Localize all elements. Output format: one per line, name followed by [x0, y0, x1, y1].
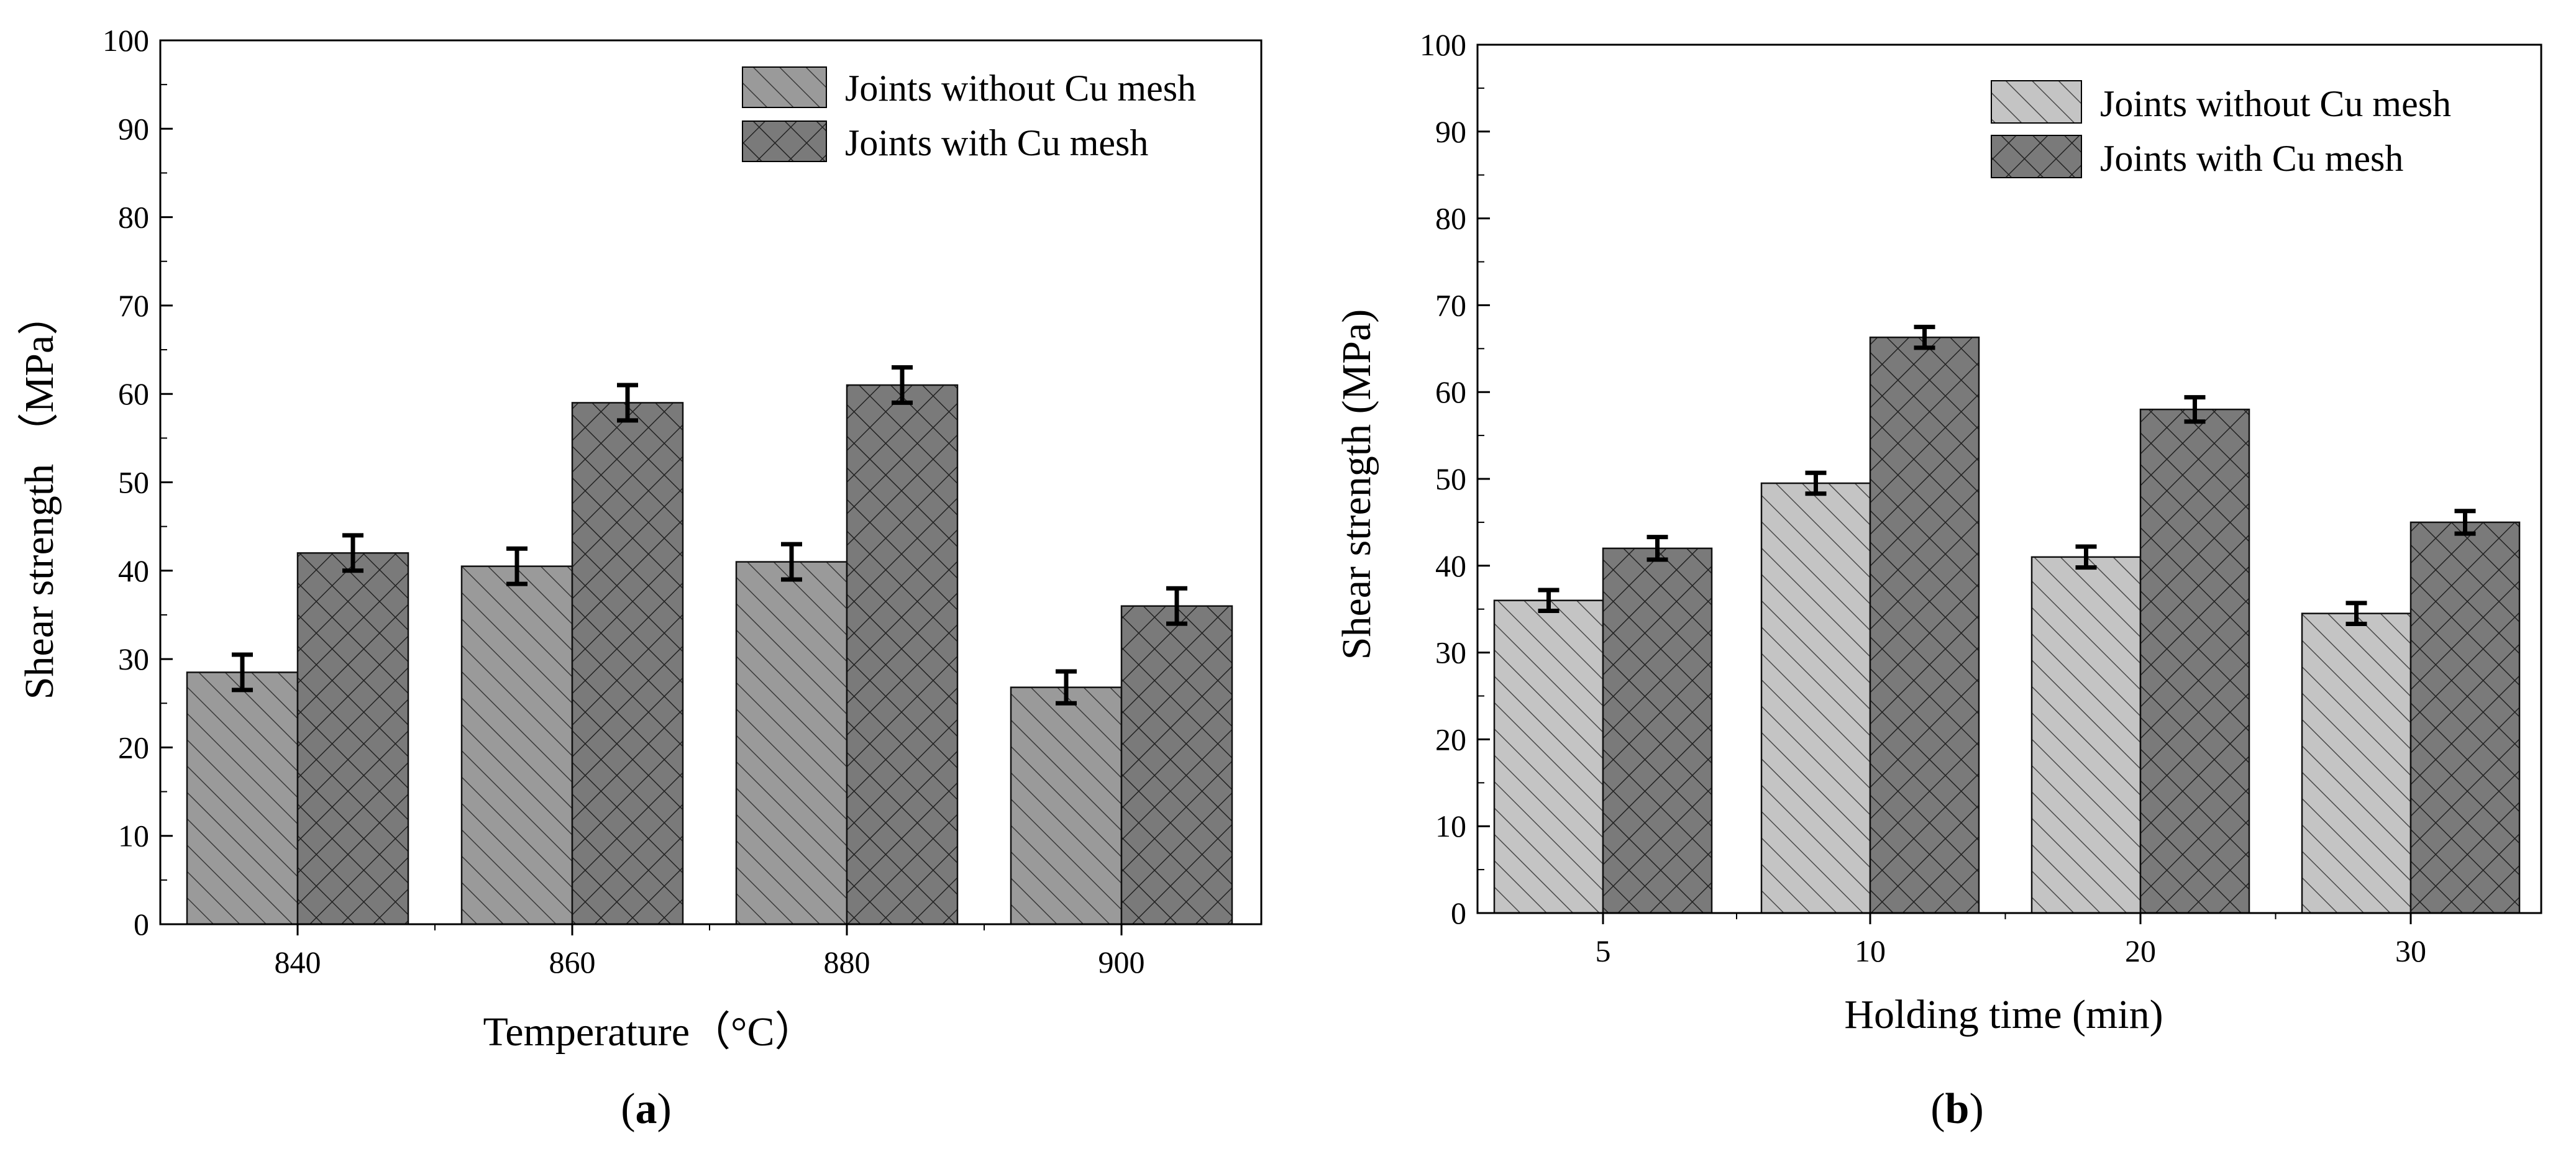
bars-a [186, 384, 1233, 925]
bar-a-s0-0 [186, 671, 299, 925]
x-tick-label-b-0: 5 [1596, 934, 1611, 968]
bar-b-s1-1 [1869, 336, 1980, 914]
y-tick-label-a-9: 90 [118, 111, 149, 146]
x-tick-label-a-3: 900 [1098, 945, 1145, 979]
legend-swatch-a-1 [742, 120, 827, 162]
chart-panel-a: 0 10 20 30 40 50 60 70 80 90 100 840 860 880 900 Shea… [17, 23, 1263, 1133]
y-tick-label-a-3: 30 [118, 642, 149, 676]
panel-letter-b: b [1945, 1085, 1970, 1133]
y-tick-label-b-3: 30 [1435, 635, 1466, 670]
y-tick-label-b-8: 80 [1435, 201, 1466, 236]
chart-panel-b: 0 10 20 30 40 50 60 70 80 90 100 5 10 20 30 Shear str… [1334, 27, 2542, 1133]
y-tick-label-a-8: 80 [118, 200, 149, 235]
bar-a-s1-3 [1120, 605, 1233, 925]
error-bars-b [1538, 324, 2476, 626]
y-tick-label-b-4: 40 [1435, 548, 1466, 583]
y-tick-label-b-9: 90 [1435, 114, 1466, 149]
x-ticks-a: 840 860 880 900 [275, 924, 1145, 979]
y-tick-label-b-2: 20 [1435, 722, 1466, 757]
y-tick-label-a-5: 50 [118, 465, 149, 500]
bar-a-s0-2 [735, 561, 848, 925]
bar-a-s1-1 [571, 402, 684, 925]
y-ticks-b: 0 10 20 30 40 50 60 70 80 90 100 [1420, 27, 1490, 930]
bars-b [1493, 336, 2521, 914]
panel-label-b: (b) [1930, 1085, 1984, 1133]
legend-a: Joints without Cu mesh Joints with Cu me… [742, 66, 1196, 163]
legend-label-b-0: Joints without Cu mesh [2100, 83, 2451, 124]
y-tick-label-b-0: 0 [1451, 896, 1466, 930]
error-bars-a [232, 365, 1187, 706]
bar-b-s1-0 [1602, 547, 1713, 914]
y-tick-label-a-10: 100 [103, 23, 149, 58]
y-tick-label-a-7: 70 [118, 288, 149, 323]
y-ticks-a: 0 10 20 30 40 50 60 70 80 90 100 [103, 23, 173, 942]
y-axis-label-b: Shear strength (MPa) [1334, 309, 1379, 660]
y-tick-label-b-10: 100 [1420, 27, 1466, 62]
x-tick-label-b-1: 10 [1855, 934, 1886, 968]
x-tick-label-b-3: 30 [2395, 934, 2426, 968]
y-tick-label-b-1: 10 [1435, 809, 1466, 843]
bar-b-s0-1 [1760, 482, 1871, 914]
y-tick-label-b-6: 60 [1435, 375, 1466, 409]
panel-label-a: (a) [621, 1085, 672, 1133]
y-tick-label-a-1: 10 [118, 819, 149, 853]
y-tick-label-b-7: 70 [1435, 288, 1466, 322]
y-tick-label-a-2: 20 [118, 730, 149, 765]
x-tick-label-a-1: 860 [549, 945, 596, 979]
legend-label-b-1: Joints with Cu mesh [2100, 138, 2403, 179]
x-tick-label-b-2: 20 [2125, 934, 2156, 968]
x-axis-label-a: Temperature（°C） [483, 1009, 816, 1055]
x-tick-label-a-2: 880 [824, 945, 870, 979]
plot-frame-b [1476, 43, 2542, 914]
y-tick-label-b-5: 50 [1435, 461, 1466, 496]
legend-swatch-b-1 [1991, 135, 2082, 178]
bar-b-s1-3 [2409, 521, 2521, 914]
y-axis-label-a: Shear strength （MPa） [17, 294, 62, 700]
legend-swatch-a-0 [742, 66, 827, 108]
plot-frame-a [159, 39, 1263, 925]
bar-a-s1-0 [296, 552, 409, 925]
y-tick-label-a-6: 60 [118, 376, 149, 411]
bar-b-s0-3 [2301, 612, 2412, 914]
panel-letter-a: a [636, 1085, 657, 1133]
bar-a-s0-1 [460, 565, 573, 925]
y-tick-label-a-4: 40 [118, 553, 149, 588]
bar-a-s0-3 [1010, 686, 1123, 925]
x-ticks-b: 5 10 20 30 [1596, 913, 2426, 968]
bar-b-s1-2 [2139, 408, 2250, 914]
legend-b: Joints without Cu mesh Joints with Cu me… [1991, 80, 2451, 179]
x-axis-label-b: Holding time (min) [1844, 992, 2163, 1037]
legend-label-a-0: Joints without Cu mesh [845, 68, 1196, 109]
x-tick-label-a-0: 840 [275, 945, 321, 979]
bar-b-s0-0 [1493, 599, 1604, 914]
bar-a-s1-2 [846, 384, 959, 925]
legend-label-a-1: Joints with Cu mesh [845, 122, 1148, 163]
legend-swatch-b-0 [1991, 80, 2082, 124]
y-tick-label-a-0: 0 [134, 907, 149, 942]
bar-b-s0-2 [2030, 556, 2142, 914]
